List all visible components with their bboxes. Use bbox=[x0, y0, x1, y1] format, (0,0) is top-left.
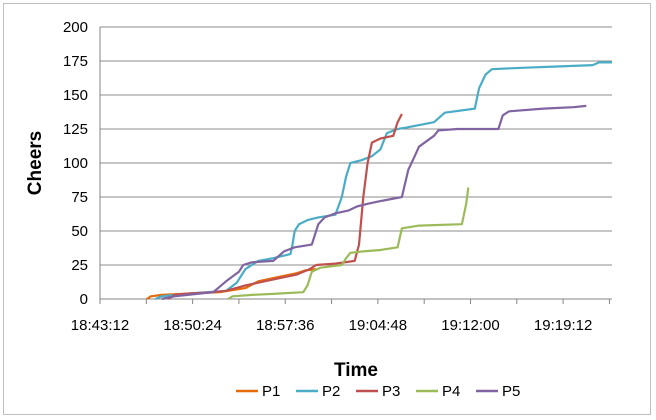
series-lines bbox=[146, 61, 612, 301]
y-tick-label: 200 bbox=[63, 19, 88, 36]
y-axis-ticks: 0 25 50 75 100 125 150 175 200 bbox=[63, 19, 88, 308]
series-line-p5 bbox=[161, 104, 587, 301]
series-line-p2 bbox=[154, 61, 612, 301]
series-line-p4 bbox=[227, 187, 470, 300]
legend-label: P5 bbox=[502, 383, 520, 400]
legend-label: P4 bbox=[442, 383, 460, 400]
y-tick-label: 0 bbox=[80, 291, 88, 308]
x-tick-label: 19:04:48 bbox=[349, 317, 407, 334]
x-tick-label: 18:43:12 bbox=[71, 317, 129, 334]
y-tick-label: 100 bbox=[63, 155, 88, 172]
legend-label: P1 bbox=[262, 383, 280, 400]
y-axis-title: Cheers bbox=[25, 131, 46, 195]
x-tick-label: 19:19:12 bbox=[534, 317, 592, 334]
y-tick-label: 50 bbox=[71, 223, 88, 240]
gridlines bbox=[99, 26, 612, 300]
legend-label: P3 bbox=[382, 383, 400, 400]
y-tick-label: 125 bbox=[63, 121, 88, 138]
chart-frame bbox=[3, 3, 651, 415]
x-tick-label: 18:57:36 bbox=[256, 317, 314, 334]
y-tick-label: 75 bbox=[71, 189, 88, 206]
legend-label: P2 bbox=[322, 383, 340, 400]
series-line-p3 bbox=[167, 113, 403, 300]
x-tick-label: 19:12:00 bbox=[441, 317, 499, 334]
x-axis-ticks: 18:43:12 18:50:24 18:57:36 19:04:48 19:12:00… bbox=[71, 299, 610, 334]
y-tick-label: 25 bbox=[71, 257, 88, 274]
legend: P1 P2 P3 P4 P5 bbox=[236, 383, 520, 400]
y-tick-label: 150 bbox=[63, 87, 88, 104]
x-tick-label: 18:50:24 bbox=[163, 317, 221, 334]
x-axis-title: Time bbox=[334, 360, 378, 381]
y-tick-label: 175 bbox=[63, 53, 88, 70]
